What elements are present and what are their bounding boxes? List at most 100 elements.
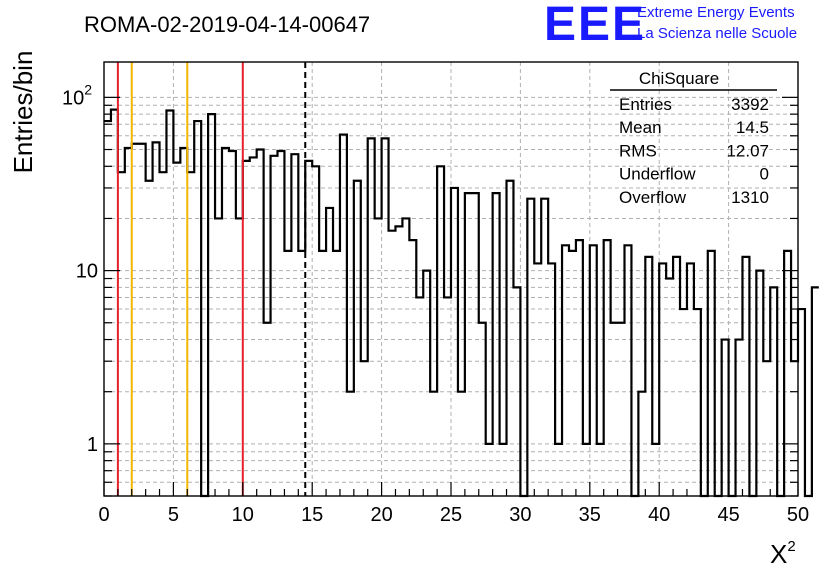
histogram-bin: [638, 392, 645, 496]
histogram-bin: [173, 163, 180, 496]
x-tick-label: 40: [648, 504, 670, 526]
histogram-bin: [326, 208, 333, 496]
histogram-bin: [298, 251, 305, 496]
histogram-outline: [104, 108, 819, 498]
y-axis-label: Entries/bin: [8, 51, 38, 174]
histogram-bin: [618, 323, 625, 496]
histogram-bin: [548, 263, 555, 496]
histogram-bin: [194, 121, 201, 496]
histogram-bin: [472, 193, 479, 496]
histogram-bin: [389, 231, 396, 496]
histogram-bin: [541, 199, 548, 496]
histogram-bin: [500, 444, 507, 496]
x-tick-label: 20: [370, 504, 392, 526]
histogram-bin: [146, 181, 153, 496]
histogram-bin: [229, 151, 236, 496]
x-axis: 0 5 10 15 20 25 30 35 40 45 50: [98, 482, 809, 526]
x-tick-label: 15: [301, 504, 323, 526]
histogram-bin: [583, 444, 590, 496]
histogram-bin: [153, 142, 160, 496]
stats-row-label: RMS: [619, 141, 657, 160]
histogram-bin: [569, 251, 576, 496]
histogram-bin: [243, 161, 250, 496]
histogram-bin: [430, 392, 437, 496]
histogram-bin: [645, 257, 652, 496]
histogram-bin: [513, 287, 520, 496]
histogram-bin: [118, 172, 125, 496]
histogram-bin: [555, 444, 562, 496]
histogram-bin: [458, 392, 465, 496]
x-tick-label: 45: [717, 504, 739, 526]
histogram-bin: [271, 156, 278, 496]
y-tick-label: 102: [62, 81, 92, 109]
histogram-bin: [479, 323, 486, 496]
logo-line1: Extreme Energy Events: [637, 4, 795, 21]
histogram-bin: [354, 181, 361, 496]
stats-row-label: Entries: [619, 95, 672, 114]
x-tick-label: 50: [787, 504, 809, 526]
histogram-bin: [402, 218, 409, 496]
y-tick-label-base: 1: [87, 434, 98, 456]
eee-logo: EEE Extreme Energy Events La Scienza nel…: [544, 0, 797, 51]
x-tick-label: 0: [98, 504, 109, 526]
stats-row-label: Mean: [619, 118, 662, 137]
histogram-bin: [659, 263, 666, 496]
histogram-bin: [111, 110, 118, 496]
y-tick-label-sup: 2: [84, 81, 92, 97]
x-axis-label: X2: [770, 538, 796, 569]
histogram-bin: [125, 148, 132, 496]
x-axis-label-base: X: [770, 539, 787, 569]
histogram-bin: [409, 240, 416, 496]
histogram-bin: [423, 271, 430, 496]
stats-row-value: 12.07: [726, 141, 769, 160]
x-tick-label: 30: [509, 504, 531, 526]
histogram-bin: [278, 151, 285, 496]
histogram-bin: [694, 309, 701, 496]
histogram-bin: [742, 257, 749, 496]
histogram-bin: [604, 240, 611, 496]
stats-row-value: 3392: [731, 95, 769, 114]
y-tick-label: 1: [87, 434, 98, 456]
stats-row-label: Overflow: [619, 188, 687, 207]
logo-line2: La Scienza nelle Scuole: [637, 25, 797, 42]
histogram-bin: [562, 245, 569, 496]
histogram-bin: [437, 166, 444, 496]
histogram-bin: [652, 444, 659, 496]
stats-row-value: 14.5: [736, 118, 769, 137]
histogram-bin: [687, 263, 694, 496]
histogram-bin: [763, 361, 770, 496]
histogram-bin: [798, 309, 805, 496]
histogram-bin: [305, 161, 312, 496]
histogram-bin: [770, 287, 777, 496]
histogram-bin: [486, 444, 493, 496]
histogram-bin: [722, 340, 729, 496]
histogram-bin: [493, 193, 500, 496]
histogram-bin: [312, 166, 319, 496]
stats-rows: Entries 3392 Mean 14.5 RMS 12.07 Underflow 0 Ove…: [619, 95, 769, 207]
markers: [116, 62, 307, 496]
histogram-bin: [139, 144, 146, 496]
histogram-bin: [597, 444, 604, 496]
histogram-bin: [250, 157, 257, 496]
histogram-bin: [534, 263, 541, 496]
logo-mark: EEE: [544, 0, 646, 51]
histogram-bin: [340, 135, 347, 496]
histogram-bin: [284, 251, 291, 496]
histogram-bin: [291, 154, 298, 496]
histogram-bin: [208, 114, 215, 496]
histogram-bin: [236, 218, 243, 496]
histogram-bin: [465, 193, 472, 496]
chart-title: ROMA-02-2019-04-14-00647: [84, 12, 370, 37]
histogram-bin: [680, 309, 687, 496]
histogram-bin: [708, 251, 715, 496]
histogram-bin: [791, 361, 798, 496]
histogram-bin: [666, 279, 673, 496]
histogram-bin: [673, 257, 680, 496]
histogram-bin: [382, 138, 389, 496]
histogram-bin: [527, 199, 534, 496]
histogram-bin: [215, 218, 222, 496]
histogram-bin: [132, 144, 139, 496]
histogram-bin: [222, 148, 229, 496]
x-tick-label: 25: [440, 504, 462, 526]
